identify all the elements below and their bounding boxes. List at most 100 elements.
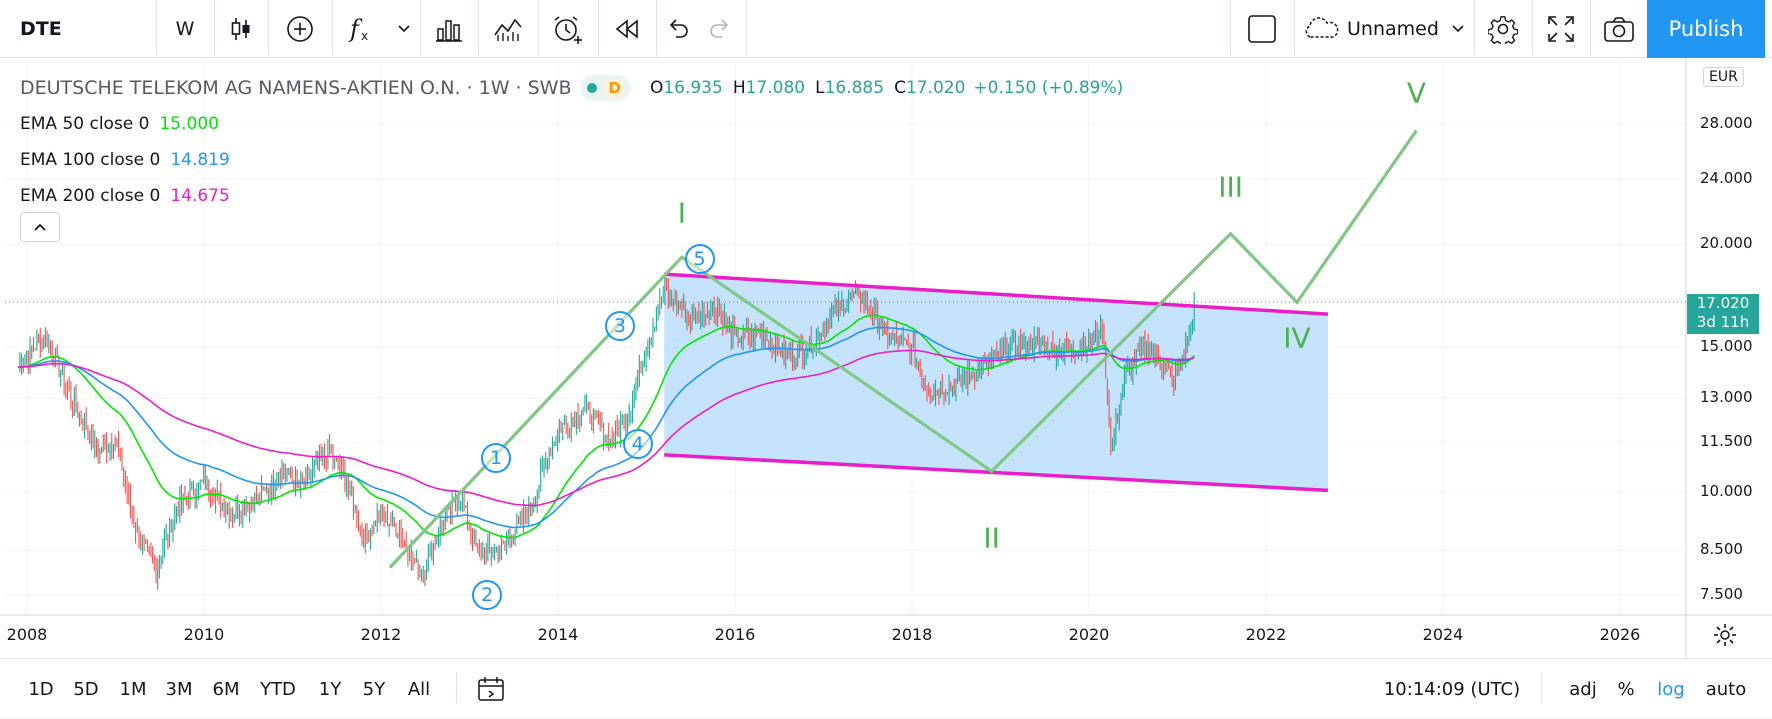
change-value: +0.150 (+0.89%) <box>973 78 1124 98</box>
wave-label-major[interactable]: V <box>1406 76 1427 110</box>
alert-clock-icon[interactable] <box>539 0 597 58</box>
price-tick-label: 7.500 <box>1700 585 1743 603</box>
symbol-search-button[interactable]: DTE <box>20 18 62 40</box>
chevron-down-icon[interactable] <box>1443 0 1473 58</box>
fullscreen-icon[interactable] <box>1533 0 1589 58</box>
wave-label-minor[interactable]: 1 <box>481 443 512 474</box>
layout-name-label: Unnamed <box>1347 18 1439 40</box>
ema-200-line <box>18 349 1195 507</box>
time-tick-label: 2018 <box>891 625 933 644</box>
ohlc-values: O16.935 H17.080 L16.885 C17.020 <box>640 78 965 98</box>
ohlc-label: C <box>894 78 906 98</box>
time-tick-label: 2026 <box>1599 625 1641 644</box>
range-button-1d[interactable]: 1D <box>28 678 54 700</box>
indicator-list: EMA 50 close 0 15.000 EMA 100 close 0 14.81… <box>20 106 1123 214</box>
camera-icon[interactable] <box>1591 0 1647 58</box>
price-tick-label: 8.500 <box>1700 540 1743 559</box>
current-price-value: 17.020 <box>1696 293 1750 312</box>
ema-100-line <box>18 326 1195 529</box>
ema-50-line <box>18 314 1195 539</box>
gear-icon[interactable] <box>1475 0 1531 58</box>
layout-name-button[interactable]: Unnamed <box>1295 0 1475 58</box>
wave-label-minor[interactable]: 4 <box>622 428 653 459</box>
wave-label-minor[interactable]: 5 <box>684 243 715 274</box>
indicator-row[interactable]: EMA 100 close 0 14.819 <box>20 142 1123 178</box>
elliott-wave-path <box>388 129 1418 569</box>
time-tick-label: 2014 <box>537 625 579 644</box>
indicator-label: EMA 200 close 0 <box>20 186 161 206</box>
time-tick-label: 2010 <box>183 625 225 644</box>
ohlc-value: 17.080 <box>745 78 806 98</box>
interval-button[interactable]: W <box>175 18 195 40</box>
indicator-row[interactable]: EMA 50 close 0 15.000 <box>20 106 1123 142</box>
axis-settings-gear-icon[interactable] <box>1712 622 1738 652</box>
legend-symbol-row: DEUTSCHE TELEKOM AG NAMENS-AKTIEN O.N. ·… <box>20 70 1123 106</box>
range-button-all[interactable]: All <box>407 678 431 700</box>
bottom-toolbar: 1D 5D 1M 3M 6M YTD 1Y 5Y All 10:14:09 (UTC) adj%… <box>0 658 1772 718</box>
legend-title: DEUTSCHE TELEKOM AG NAMENS-AKTIEN O.N. ·… <box>20 77 572 99</box>
cloud-icon <box>1305 17 1339 38</box>
chevron-up-icon <box>34 223 46 231</box>
range-button-5d[interactable]: 5D <box>73 678 99 700</box>
channel-upper-line <box>664 272 1329 316</box>
chevron-down-icon[interactable] <box>389 0 419 58</box>
indicator-value: 14.675 <box>170 186 230 206</box>
go-to-date-calendar-icon[interactable] <box>476 659 506 719</box>
range-button-5y[interactable]: 5Y <box>362 678 386 700</box>
price-tick-label: 28.000 <box>1700 114 1753 132</box>
chart-legend: DEUTSCHE TELEKOM AG NAMENS-AKTIEN O.N. ·… <box>20 70 1123 214</box>
layout-square-icon[interactable] <box>1231 0 1293 58</box>
redo-icon[interactable] <box>699 0 741 58</box>
time-tick-label: 2024 <box>1422 625 1464 644</box>
range-button-1y[interactable]: 1Y <box>318 678 342 700</box>
wave-label-major[interactable]: II <box>983 521 1000 555</box>
time-tick-label: 2022 <box>1245 625 1287 644</box>
scale-option-auto[interactable]: auto <box>1705 678 1747 700</box>
channel-lower-line <box>664 453 1329 493</box>
scale-option-percent[interactable]: % <box>1617 678 1635 700</box>
financials-bar-icon[interactable] <box>421 0 477 58</box>
chart-pane[interactable] <box>0 58 1772 658</box>
range-button-ytd[interactable]: YTD <box>260 678 296 700</box>
wave-label-major[interactable]: IV <box>1283 321 1311 355</box>
ohlc-value: 16.935 <box>663 78 723 98</box>
range-button-6m[interactable]: 6M <box>212 678 240 700</box>
time-tick-label: 2020 <box>1068 625 1110 644</box>
templates-chart-icon[interactable] <box>479 0 537 58</box>
indicator-label: EMA 50 close 0 <box>20 114 150 134</box>
wave-label-minor[interactable]: 2 <box>472 580 503 610</box>
ohlc-label: H <box>732 78 746 98</box>
wave-label-minor[interactable]: 3 <box>604 311 635 342</box>
candles-icon[interactable] <box>215 0 267 58</box>
scale-option-adj[interactable]: adj <box>1569 678 1597 700</box>
scale-option-log[interactable]: log <box>1657 678 1685 700</box>
publish-button[interactable]: Publish <box>1647 0 1765 58</box>
range-button-3m[interactable]: 3M <box>165 678 193 700</box>
range-button-1m[interactable]: 1M <box>119 678 147 700</box>
price-tick-label: 24.000 <box>1700 169 1753 188</box>
time-tick-label: 2012 <box>360 625 402 644</box>
market-status-badge[interactable]: D <box>581 75 630 101</box>
ohlc-label: O <box>649 78 664 98</box>
indicator-row[interactable]: EMA 200 close 0 14.675 <box>20 178 1123 214</box>
current-price-label: 17.020 3d 11h <box>1687 293 1759 334</box>
currency-badge[interactable]: EUR <box>1703 67 1744 87</box>
compare-plus-icon[interactable] <box>269 0 331 58</box>
wave-label-major[interactable]: III <box>1218 170 1243 204</box>
utc-clock[interactable]: 10:14:09 (UTC) <box>1383 678 1521 700</box>
delayed-badge: D <box>605 79 624 97</box>
wave-label-major[interactable]: I <box>677 196 687 230</box>
collapse-legend-button[interactable] <box>20 212 60 242</box>
ohlc-value: 17.020 <box>905 78 966 98</box>
price-tick-label: 10.000 <box>1700 482 1753 501</box>
status-dot-icon <box>587 83 598 93</box>
replay-rewind-icon[interactable] <box>599 0 655 58</box>
undo-icon[interactable] <box>657 0 699 58</box>
price-chart[interactable] <box>0 58 1772 658</box>
time-tick-label: 2008 <box>6 625 48 644</box>
price-tick-label: 15.000 <box>1700 337 1753 356</box>
price-tick-label: 11.500 <box>1700 432 1753 451</box>
